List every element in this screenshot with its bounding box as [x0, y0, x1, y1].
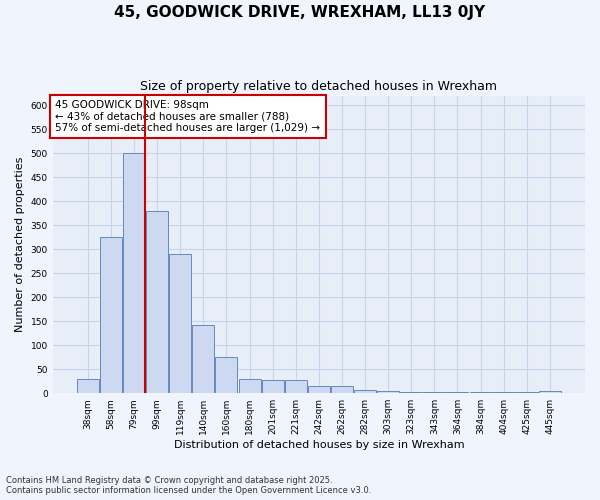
Bar	[215, 357, 238, 393]
Bar	[123, 153, 145, 393]
Bar	[262, 380, 284, 393]
Bar	[331, 386, 353, 393]
Bar	[493, 392, 515, 393]
Bar	[424, 392, 445, 393]
Bar	[146, 211, 168, 393]
Y-axis label: Number of detached properties: Number of detached properties	[15, 156, 25, 332]
Bar	[516, 392, 538, 393]
Bar	[539, 391, 561, 393]
Bar	[446, 392, 469, 393]
Bar	[77, 379, 99, 393]
Bar	[308, 386, 330, 393]
Title: Size of property relative to detached houses in Wrexham: Size of property relative to detached ho…	[140, 80, 497, 93]
Bar	[239, 379, 260, 393]
Bar	[169, 254, 191, 393]
Text: 45 GOODWICK DRIVE: 98sqm
← 43% of detached houses are smaller (788)
57% of semi-: 45 GOODWICK DRIVE: 98sqm ← 43% of detach…	[55, 100, 320, 133]
Bar	[377, 391, 399, 393]
X-axis label: Distribution of detached houses by size in Wrexham: Distribution of detached houses by size …	[173, 440, 464, 450]
Bar	[400, 392, 422, 393]
Bar	[470, 392, 491, 393]
Bar	[354, 390, 376, 393]
Bar	[285, 380, 307, 393]
Bar	[100, 237, 122, 393]
Text: 45, GOODWICK DRIVE, WREXHAM, LL13 0JY: 45, GOODWICK DRIVE, WREXHAM, LL13 0JY	[115, 5, 485, 20]
Bar	[193, 324, 214, 393]
Text: Contains HM Land Registry data © Crown copyright and database right 2025.
Contai: Contains HM Land Registry data © Crown c…	[6, 476, 371, 495]
